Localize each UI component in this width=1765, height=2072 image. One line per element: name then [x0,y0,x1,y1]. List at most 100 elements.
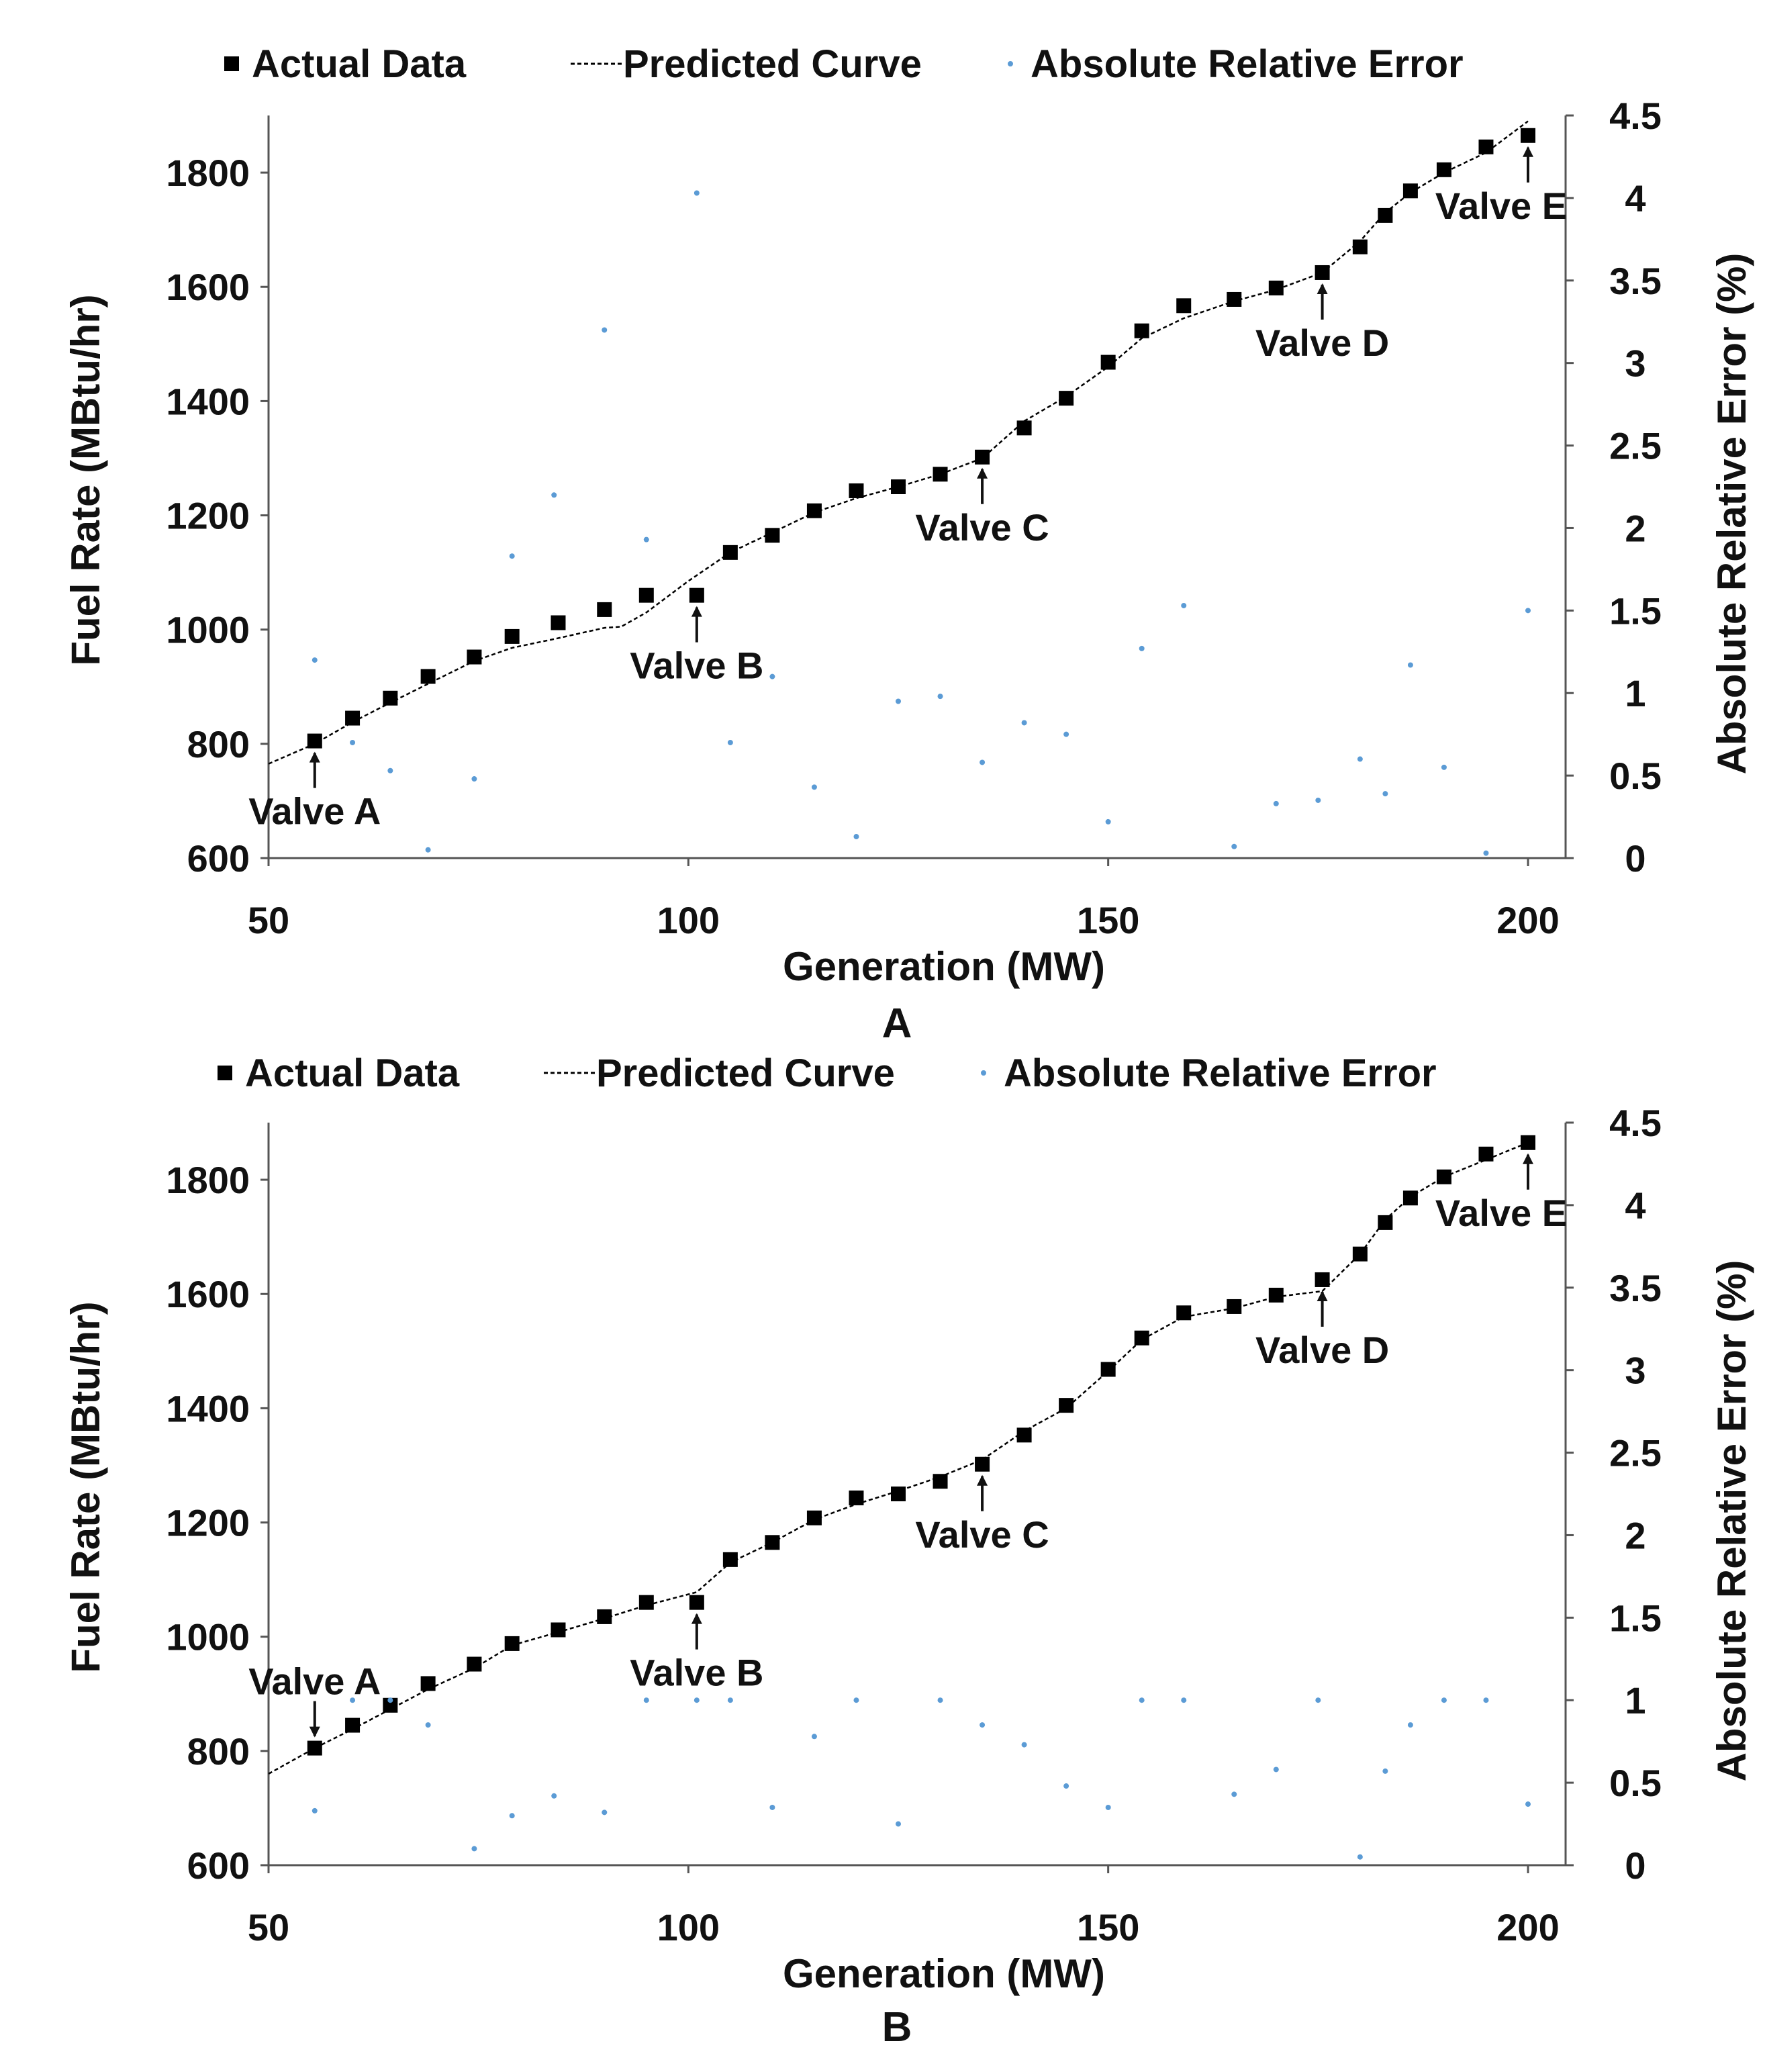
error-data-point [551,1793,557,1799]
error-data-point [471,776,477,782]
y-tick-label: 800 [187,1730,250,1773]
error-data-point [551,492,557,498]
error-data-point [980,1722,986,1728]
actual-data-point [1016,1427,1032,1443]
x-tick-label: 150 [1077,899,1139,941]
annotation-label: Valve C [915,506,1049,549]
error-data-point [1105,1804,1111,1810]
error-data-point [387,1697,393,1703]
legend-marker-absolute-relative-error [981,1070,986,1076]
legend-marker-actual-data [218,1066,232,1080]
annotation-label: Valve B [630,1652,763,1694]
annotation-arrowhead [309,1726,320,1738]
actual-data-point [806,503,822,518]
error-data-point [425,1722,431,1728]
actual-data-point [1016,420,1032,436]
error-data-point [1407,662,1413,668]
y-tick-label: 1000 [166,609,250,651]
error-data-point [769,1804,775,1810]
y2-tick-label: 4 [1625,1184,1645,1227]
actual-data-point [933,1474,948,1489]
actual-data-point [307,733,322,749]
annotation-arrowhead [977,467,988,479]
y2-tick-label: 1 [1625,1679,1645,1722]
actual-data-point [307,1740,322,1756]
error-data-point [1139,1697,1145,1703]
actual-data-point [1100,355,1116,370]
actual-data-point [1227,1299,1242,1314]
error-data-point [1231,1791,1237,1797]
error-data-point [1139,645,1145,651]
error-data-point [1357,1854,1363,1860]
actual-data-point [383,690,398,706]
y-tick-label: 600 [187,1844,250,1887]
error-data-point [1231,843,1237,849]
annotation-label: Valve B [630,645,763,687]
chart-panel-a: Actual Data Predicted Curve Absolute Relat… [63,42,1754,1047]
error-data-point [312,657,318,663]
y2-tick-label: 0 [1625,1844,1645,1887]
actual-data-point [504,628,520,644]
error-data-point [1021,720,1027,726]
actual-data-point [467,649,482,665]
actual-data-point [933,467,948,482]
y-tick-label: 1200 [166,1502,250,1544]
actual-data-point [638,587,654,603]
actual-data-point [1378,207,1393,223]
annotation-label: Valve D [1255,322,1389,364]
annotation-arrowhead [1523,1153,1533,1164]
y2-axis-label: Absolute Relative Error (%) [1709,253,1754,775]
actual-data-point [1436,162,1451,177]
error-data-point [471,1846,477,1852]
error-data-point [980,759,986,765]
y2-tick-label: 2.5 [1609,1432,1662,1474]
actual-data-point [1352,239,1368,254]
annotation-label: Valve C [915,1513,1049,1556]
actual-data-point [689,1595,704,1610]
actual-data-point [849,483,864,498]
actual-data-point [551,615,566,630]
x-tick-label: 100 [657,899,720,941]
error-data-point [727,1697,733,1703]
y-tick-label: 1000 [166,1616,250,1658]
annotation-arrowhead [1317,1290,1328,1301]
y-tick-label: 1800 [166,152,250,194]
actual-data-point [597,1609,612,1624]
actual-data-point [1100,1362,1116,1377]
y-tick-label: 1400 [166,1387,250,1429]
actual-data-point [1315,1272,1330,1287]
error-data-point [425,847,431,853]
legend-label: Predicted Curve [623,42,922,86]
error-data-point [853,1697,859,1703]
legend-label: Predicted Curve [596,1051,895,1095]
error-data-point [1181,1697,1187,1703]
actual-data-point [1059,391,1074,406]
y-tick-label: 1600 [166,266,250,308]
y2-tick-label: 4 [1625,177,1645,220]
actual-data-point [1521,128,1535,143]
error-data-point [1441,764,1447,770]
actual-data-point [1268,1287,1284,1303]
y-tick-label: 1800 [166,1159,250,1201]
error-data-point [1407,1722,1413,1728]
x-tick-label: 150 [1077,1906,1139,1948]
actual-data-point [1059,1398,1074,1413]
error-data-point [896,1821,901,1827]
annotation-arrowhead [691,1613,702,1624]
error-data-point [643,536,649,543]
y2-tick-label: 4.5 [1609,1102,1662,1144]
actual-data-point [1402,1190,1418,1206]
actual-data-point [849,1490,864,1505]
annotation-arrowhead [1317,283,1328,294]
predicted-curve-line [268,120,1529,765]
error-data-point [937,694,943,700]
error-data-point [1483,1697,1489,1703]
actual-data-point [722,1552,738,1567]
actual-data-point [345,1717,361,1733]
y2-tick-label: 3.5 [1609,1267,1662,1309]
actual-data-point [1352,1246,1368,1262]
actual-data-point [1478,1146,1494,1162]
actual-data-point [1176,298,1192,314]
error-data-point [602,327,608,333]
actual-data-point [1134,323,1149,338]
